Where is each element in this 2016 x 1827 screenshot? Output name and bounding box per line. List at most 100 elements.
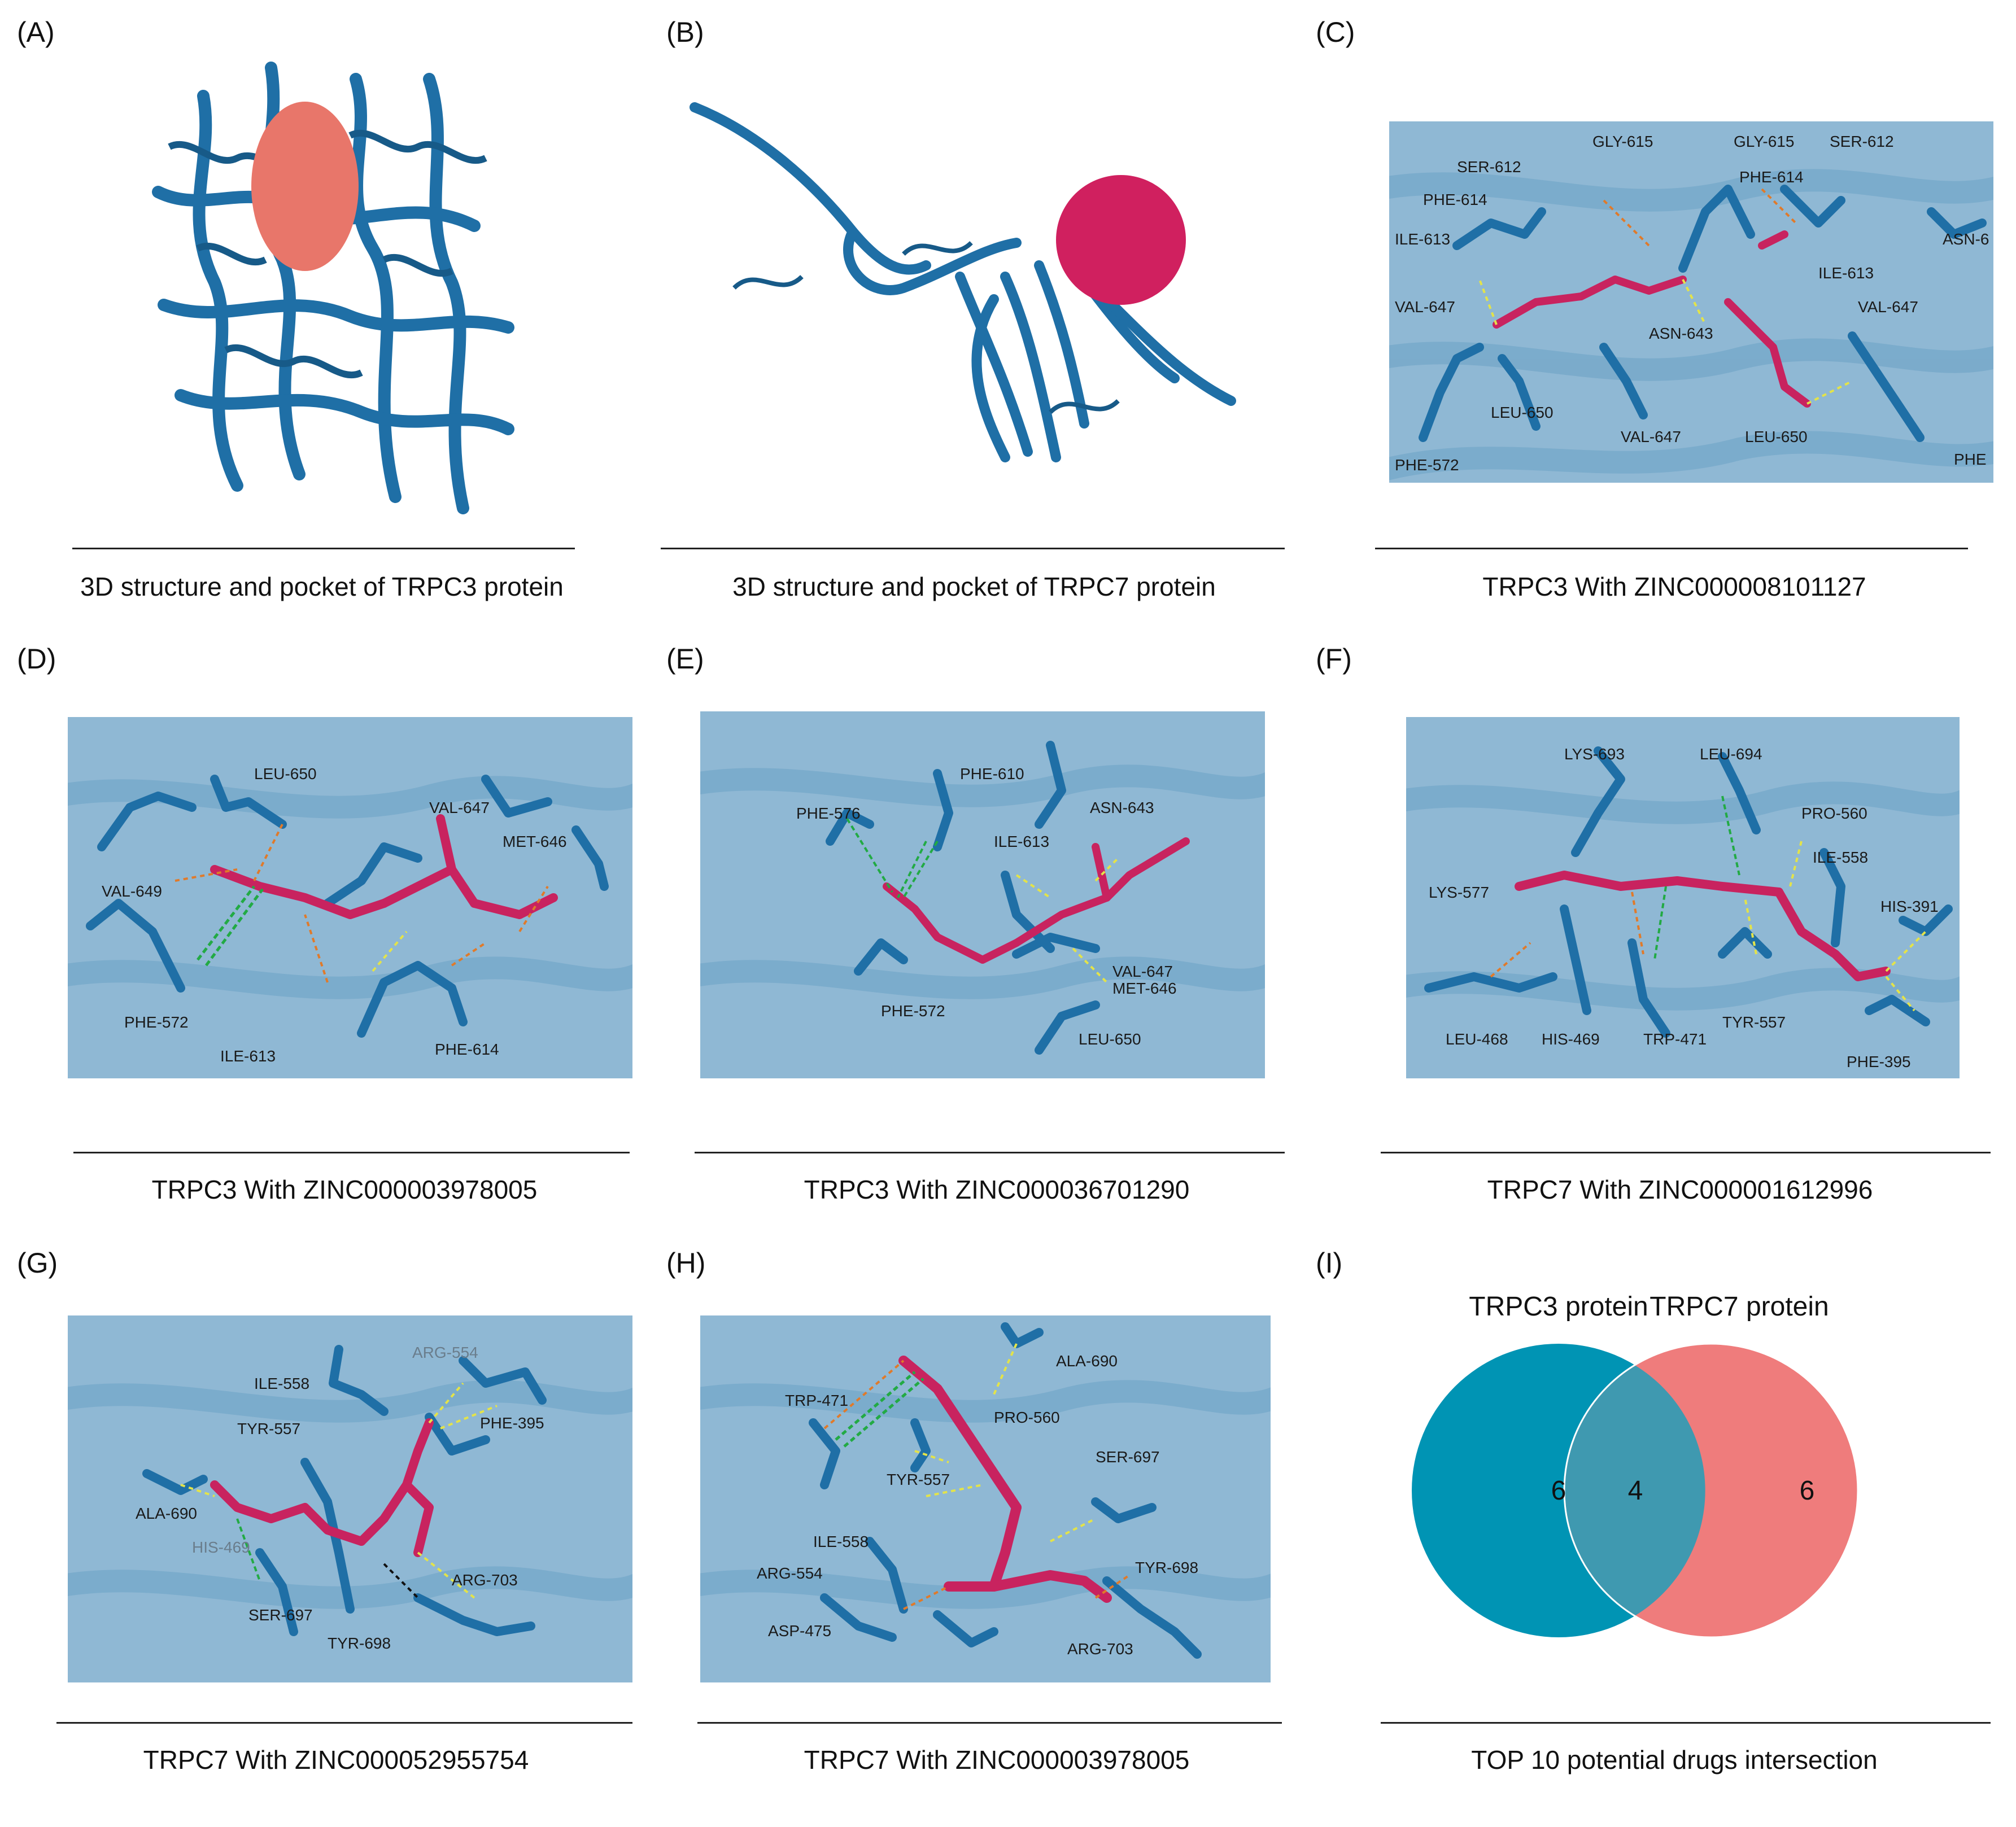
residue-label: LYS-577 <box>1429 884 1489 901</box>
residue-label: TYR-698 <box>328 1634 391 1652</box>
residue-label: ILE-558 <box>254 1375 309 1392</box>
residue-label: ALA-690 <box>136 1505 197 1522</box>
residue-label: PHE-572 <box>124 1013 189 1031</box>
residue-label: ILE-613 <box>1395 230 1450 248</box>
panel-label: (F) <box>1316 643 1352 675</box>
residue-label: SER-697 <box>1096 1448 1160 1466</box>
residue-label: PHE-610 <box>960 765 1024 783</box>
panel-caption: TRPC7 With ZINC000003978005 <box>804 1745 1190 1774</box>
panel-label: (B) <box>666 16 704 48</box>
venn-left-label: TRPC3 protein <box>1469 1292 1648 1322</box>
venn-overlap-count: 4 <box>1628 1476 1643 1506</box>
panel-f: (F) <box>1299 627 1991 1223</box>
residue-label: ARG-703 <box>1067 1640 1133 1658</box>
trpc7-structure-svg <box>690 102 1236 462</box>
trpc3-structure-svg <box>152 62 514 514</box>
residue-label: LYS-693 <box>1564 745 1625 763</box>
residue-label: ARG-703 <box>452 1571 518 1589</box>
residue-label: MET-646 <box>1112 980 1177 997</box>
residue-label: TRP-471 <box>1643 1030 1707 1048</box>
docking-image-d: LEU-650 VAL-647 VAL-649 MET-646 PHE-572 … <box>68 717 632 1078</box>
residue-label: MET-646 <box>503 833 567 850</box>
residue-label: HIS-469 <box>1542 1030 1600 1048</box>
caption-rule <box>73 1152 630 1153</box>
residue-label: LEU-468 <box>1446 1030 1508 1048</box>
panel-label: (G) <box>17 1247 58 1279</box>
docking-svg-g: ARG-554 ILE-558 PHE-395 TYR-557 ALA-690 … <box>68 1315 632 1682</box>
residue-label: ASP-475 <box>768 1622 831 1640</box>
residue-label: ALA-690 <box>1056 1352 1118 1370</box>
docking-image-f: LYS-693 LEU-694 PRO-560 ILE-558 LYS-577 … <box>1406 717 1960 1078</box>
panel-caption: TRPC3 With ZINC000008101127 <box>1482 572 1866 601</box>
residue-label: LEU-650 <box>1745 428 1808 445</box>
docking-svg-e: PHE-576 PHE-610 ASN-643 ILE-613 VAL-647 … <box>700 711 1265 1078</box>
panel-b: (B) 3D structure and pocket of TRPC7 pro… <box>649 0 1321 601</box>
panel-label: (A) <box>17 16 55 48</box>
venn-right-count: 6 <box>1800 1476 1815 1506</box>
panel-caption: TRPC3 With ZINC000003978005 <box>151 1175 538 1204</box>
caption-rule <box>697 1722 1282 1724</box>
panel-caption: TRPC7 With ZINC000001612996 <box>1487 1175 1873 1204</box>
residue-label: PHE-395 <box>480 1414 544 1432</box>
panel-caption: TOP 10 potential drugs intersection <box>1471 1745 1878 1774</box>
panel-a: (A) 3D structure and pocket of TRPC3 <box>0 0 672 601</box>
panel-e: (E) <box>649 627 1321 1223</box>
venn-diagram: TRPC3 protein TRPC7 protein 6 4 6 <box>1412 1292 1859 1638</box>
residue-label: ASN-643 <box>1090 799 1154 816</box>
residue-label: ASN-6 <box>1943 230 1989 248</box>
residue-label: LEU-694 <box>1700 745 1762 763</box>
residue-label: GLY-615 <box>1592 133 1653 150</box>
residue-label: TYR-557 <box>887 1471 950 1488</box>
panel-label: (C) <box>1316 16 1355 48</box>
residue-label: PHE <box>1954 451 1987 468</box>
caption-rule <box>695 1152 1285 1153</box>
panel-label: (I) <box>1316 1247 1343 1279</box>
docking-svg-d: LEU-650 VAL-647 VAL-649 MET-646 PHE-572 … <box>68 717 632 1078</box>
caption-rule <box>661 548 1285 549</box>
residue-label: ASN-643 <box>1649 325 1713 342</box>
residue-label: TRP-471 <box>785 1392 848 1409</box>
residue-label: VAL-647 <box>429 799 490 816</box>
residue-label: VAL-647 <box>1621 428 1681 445</box>
residue-label: PRO-560 <box>1801 805 1867 822</box>
caption-rule <box>56 1722 632 1724</box>
residue-label: PHE-614 <box>435 1041 499 1058</box>
residue-label: PHE-576 <box>796 805 861 822</box>
residue-label: ARG-554 <box>757 1564 823 1582</box>
residue-label: HIS-469 <box>192 1538 250 1556</box>
residue-label: ILE-558 <box>813 1533 869 1550</box>
docking-svg-f: LYS-693 LEU-694 PRO-560 ILE-558 LYS-577 … <box>1406 717 1960 1078</box>
pocket-surface <box>251 102 359 271</box>
panel-c: (C) <box>1299 0 1993 601</box>
residue-label: ILE-558 <box>1813 849 1868 866</box>
docking-svg-c: GLY-615 SER-612 PHE-614 ILE-613 VAL-647 … <box>1389 121 1993 483</box>
residue-label: PRO-560 <box>994 1409 1060 1426</box>
venn-left-count: 6 <box>1551 1476 1566 1506</box>
docking-image-e: PHE-576 PHE-610 ASN-643 ILE-613 VAL-647 … <box>700 711 1265 1078</box>
residue-label: PHE-614 <box>1423 191 1487 208</box>
panel-d: (D) <box>0 627 672 1223</box>
residue-label: LEU-650 <box>1079 1030 1141 1048</box>
residue-label: VAL-647 <box>1858 298 1918 316</box>
residue-label: VAL-649 <box>102 882 162 900</box>
caption-rule <box>1375 548 1968 549</box>
residue-label: TYR-557 <box>237 1420 300 1437</box>
residue-label: ILE-613 <box>220 1047 276 1065</box>
residue-label: PHE-572 <box>1395 456 1459 474</box>
residue-label: LEU-650 <box>1491 404 1554 421</box>
residue-label: TYR-698 <box>1135 1559 1198 1576</box>
caption-rule <box>1381 1152 1991 1153</box>
docking-image-h: ALA-690 TRP-471 PRO-560 SER-697 TYR-557 … <box>700 1315 1271 1682</box>
venn-overlap <box>1564 1365 1705 1616</box>
panel-caption: 3D structure and pocket of TRPC7 protein <box>732 572 1216 601</box>
panel-g: (G) <box>0 1231 672 1827</box>
residue-label: TYR-557 <box>1722 1013 1786 1031</box>
trpc7-structure-image <box>666 62 1304 491</box>
docking-image-c: GLY-615 SER-612 PHE-614 ILE-613 VAL-647 … <box>1389 121 1993 483</box>
residue-label: PHE-614 <box>1739 168 1804 186</box>
caption-rule <box>1381 1722 1991 1724</box>
residue-label: ARG-554 <box>412 1344 478 1361</box>
venn-right-label: TRPC7 protein <box>1650 1292 1829 1322</box>
residue-label: SER-612 <box>1457 158 1521 176</box>
panel-caption: TRPC3 With ZINC000036701290 <box>804 1175 1190 1204</box>
